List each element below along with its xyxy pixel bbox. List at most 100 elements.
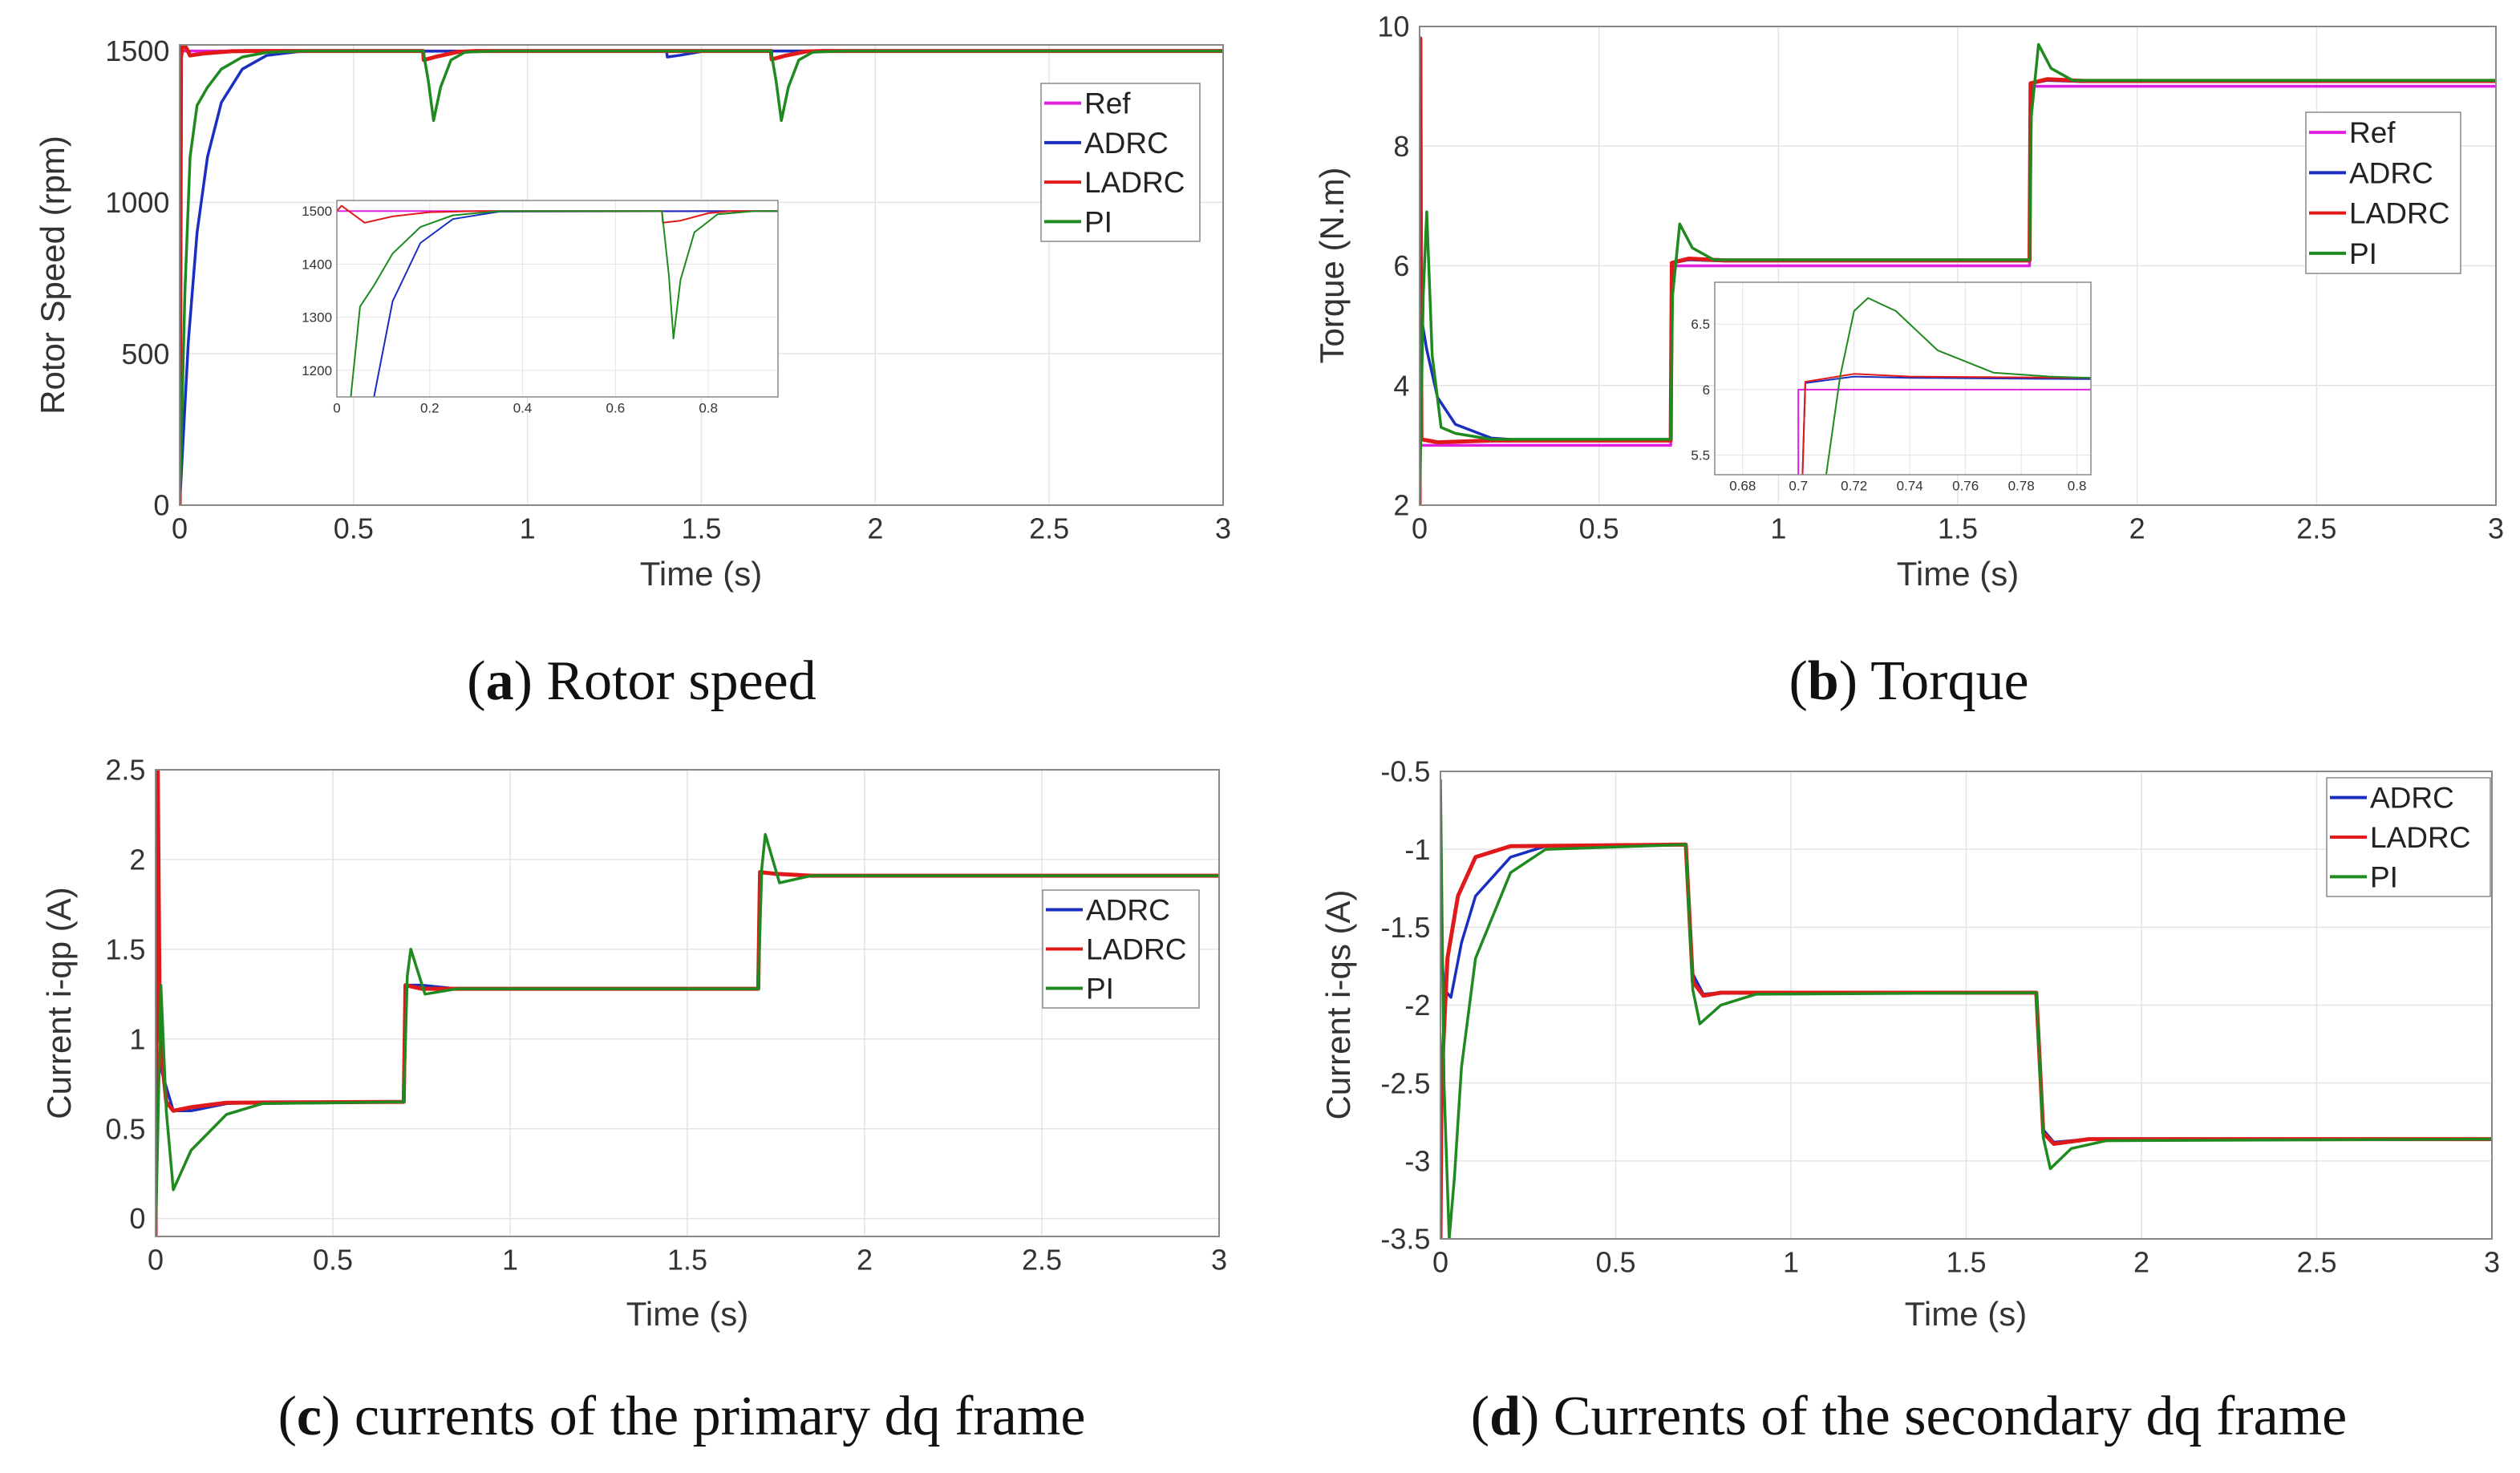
legend-label-ref: Ref <box>2349 116 2396 149</box>
series-group <box>1420 36 2496 505</box>
x-tick-label: 0.74 <box>1897 479 1923 494</box>
series-line-pi <box>180 49 1223 505</box>
x-tick-label: 0.6 <box>606 401 626 416</box>
series-line-pi <box>1420 42 2496 505</box>
legend: Ref ADRC LADRC PI <box>1040 83 1201 242</box>
plot-frame <box>1440 771 2493 1240</box>
legend-label-adrc: ADRC <box>2349 156 2433 189</box>
x-tick-label: 0.2 <box>420 401 440 416</box>
legend: ADRC LADRC PI <box>2326 777 2491 897</box>
y-tick-label: 0 <box>129 1202 145 1235</box>
plot-area <box>337 200 778 397</box>
series-group <box>1797 297 2091 475</box>
y-axis-label: Current i-qp (A) <box>40 887 78 1119</box>
y-axis-label: Torque (N.m) <box>1313 167 1351 363</box>
series-line-pi <box>1440 779 2492 1239</box>
y-axis-label: Current i-qs (A) <box>1319 889 1357 1119</box>
y-tick-label: 1.5 <box>105 933 145 965</box>
x-tick-label: 0.72 <box>1841 479 1867 494</box>
series-line-pi <box>156 832 1219 1236</box>
y-tick-label: 1000 <box>105 186 169 219</box>
legend-label-ladrc: LADRC <box>2349 197 2449 230</box>
y-tick-label: 1400 <box>302 257 332 272</box>
x-tick-label: 0.8 <box>699 401 718 416</box>
x-tick-label: 0 <box>1432 1245 1448 1278</box>
x-tick-label: 3 <box>1211 1243 1227 1276</box>
y-tick-label: 4 <box>1393 369 1409 402</box>
series-line-ref <box>1797 388 2091 475</box>
x-tick-label: 0.8 <box>2068 479 2087 494</box>
legend-box <box>1040 83 1201 242</box>
y-tick-label: 5.5 <box>1691 447 1710 463</box>
x-tick-label: 2 <box>867 512 883 544</box>
x-axis-label: Time (s) <box>1905 1295 2027 1333</box>
x-tick-label: 0.5 <box>334 512 374 544</box>
x-tick-label: 0.4 <box>513 401 533 416</box>
x-tick-label: 0.7 <box>1789 479 1808 494</box>
x-tick-label: 0.68 <box>1729 479 1756 494</box>
x-tick-label: 1.5 <box>667 1243 707 1276</box>
legend-label-pi: PI <box>2349 237 2377 270</box>
y-tick-label: 0.5 <box>105 1112 145 1145</box>
y-tick-label: 2.5 <box>105 754 145 787</box>
x-tick-label: 0.5 <box>1595 1245 1635 1278</box>
y-tick-label: 0 <box>153 489 169 522</box>
inset-0: 0 0.2 0.4 0.6 0.8 1200 1300 1400 1500 <box>302 200 779 416</box>
series-line-ladrc <box>1420 36 2496 505</box>
inset-1: 0.68 0.7 0.72 0.74 0.76 0.78 0.8 5.5 6 6.5 <box>1691 281 2092 494</box>
legend-label-ladrc: LADRC <box>1086 933 1186 966</box>
x-tick-label: 0.5 <box>313 1243 353 1276</box>
series-group <box>156 770 1219 1236</box>
chart-2: 0 0.5 1 1.5 2 2.5 3 0 0.5 1 1.5 2 2.5 Time (s) Current… <box>40 754 1227 1333</box>
series-line-ladrc <box>1801 373 2091 475</box>
x-tick-label: 0 <box>172 512 188 544</box>
legend-label-pi: PI <box>1086 973 1114 1006</box>
y-tick-label: 6 <box>1393 249 1409 282</box>
legend-label-ladrc: LADRC <box>2370 821 2470 854</box>
y-tick-label: 1 <box>129 1022 145 1055</box>
x-tick-label: 2.5 <box>1029 512 1069 544</box>
series-group <box>180 45 1223 505</box>
y-tick-label: -2.5 <box>1380 1066 1430 1099</box>
x-axis-label: Time (s) <box>626 1295 748 1333</box>
caption-b: (b) Torque <box>1789 650 2029 712</box>
x-tick-label: 3 <box>2484 1245 2500 1278</box>
plot-frame <box>179 44 1224 506</box>
x-tick-label: 2 <box>2133 1245 2149 1278</box>
y-tick-label: 2 <box>129 844 145 876</box>
x-tick-label: 0.76 <box>1952 479 1979 494</box>
x-tick-label: 2 <box>2129 512 2145 544</box>
plot-frame <box>1419 26 2497 506</box>
plot-frame <box>155 769 1220 1237</box>
x-tick-label: 1.5 <box>681 512 721 544</box>
legend-label-pi: PI <box>2370 860 2398 893</box>
legend-label-ladrc: LADRC <box>1084 166 1185 199</box>
x-axis-label: Time (s) <box>640 555 762 593</box>
x-tick-label: 1.5 <box>1938 512 1978 544</box>
legend-label-adrc: ADRC <box>2370 782 2454 815</box>
x-tick-label: 0.5 <box>1579 512 1619 544</box>
legend-label-pi: PI <box>1084 205 1112 238</box>
y-tick-label: 1300 <box>302 310 332 326</box>
y-axis-label: Rotor Speed (rpm) <box>34 136 71 415</box>
x-tick-label: 2.5 <box>2296 1245 2336 1278</box>
x-tick-label: 0.78 <box>2008 479 2035 494</box>
x-tick-label: 1.5 <box>1946 1245 1986 1278</box>
x-tick-label: 1 <box>502 1243 518 1276</box>
series-line-ladrc <box>180 45 1223 505</box>
series-group <box>1440 779 2492 1239</box>
series-line-ref <box>1420 84 2496 447</box>
y-tick-label: -3.5 <box>1380 1223 1430 1256</box>
x-tick-label: 0 <box>148 1243 164 1276</box>
plot-frame <box>1714 281 2092 475</box>
legend-box <box>2305 111 2461 274</box>
x-tick-label: 1 <box>1783 1245 1799 1278</box>
y-tick-label: -3 <box>1404 1144 1430 1177</box>
y-tick-label: 500 <box>121 338 169 370</box>
x-tick-label: 0 <box>333 401 340 416</box>
x-tick-label: 2.5 <box>1022 1243 1062 1276</box>
legend-label-adrc: ADRC <box>1086 894 1170 927</box>
series-line-pi <box>350 210 778 397</box>
caption-a: (a) Rotor speed <box>467 650 816 712</box>
